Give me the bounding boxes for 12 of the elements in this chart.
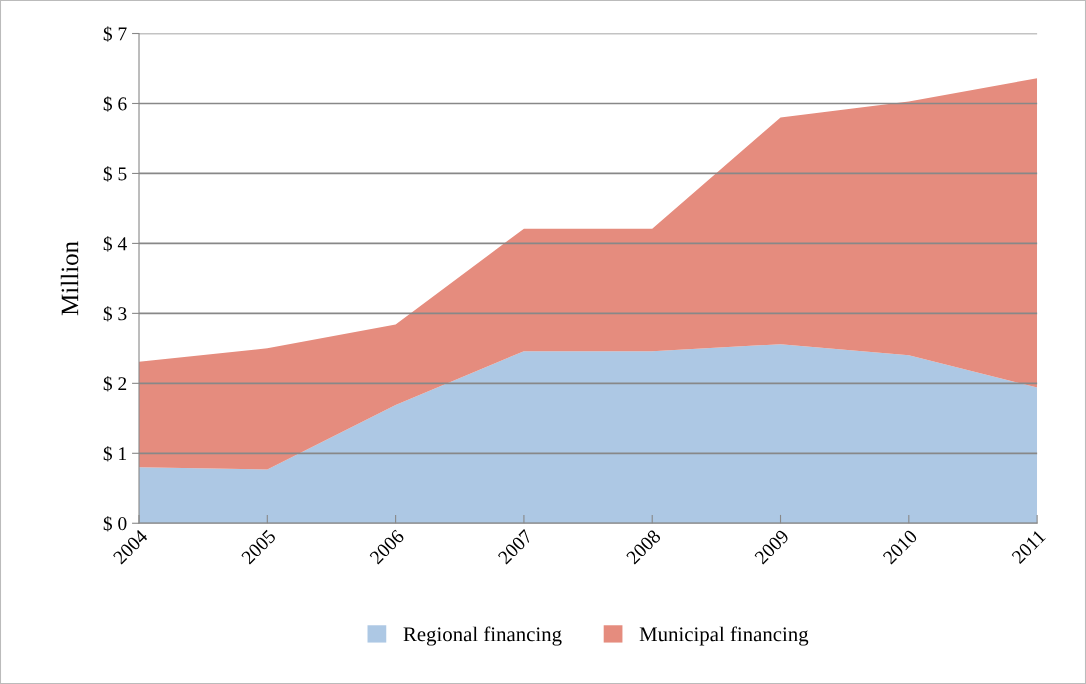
y-tick-label: $ 4 (103, 236, 127, 252)
y-tick-label: $ 3 (103, 306, 127, 322)
legend-label: Regional financing (403, 626, 562, 646)
y-tick-label: $ 1 (103, 445, 127, 462)
y-axis-title: Million (60, 241, 79, 316)
y-tick-label: $ 6 (103, 96, 127, 112)
y-tick-label: $ 7 (103, 26, 127, 42)
y-tick-label: $ 0 (103, 515, 127, 532)
y-tick-label: $ 2 (103, 376, 127, 392)
legend-label: Municipal financing (639, 626, 809, 646)
y-tick-label: $ 5 (103, 166, 127, 182)
x-tick-label: 2011 (1011, 529, 1046, 565)
